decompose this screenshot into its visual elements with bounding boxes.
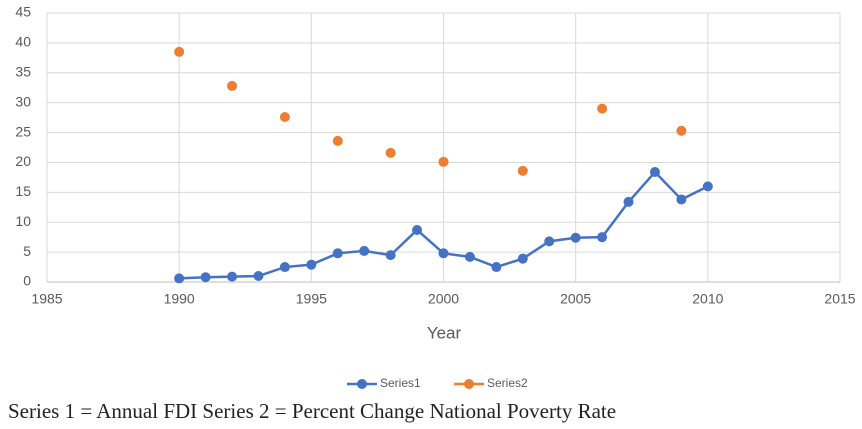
data-point: [359, 245, 370, 256]
data-point: [464, 251, 475, 262]
data-point: [544, 236, 555, 247]
y-tick-label: 10: [15, 213, 31, 229]
x-tick-label: 1995: [296, 291, 327, 307]
y-tick-label: 30: [15, 93, 31, 109]
data-point: [438, 248, 449, 259]
data-point: [649, 167, 660, 178]
data-point: [517, 165, 528, 176]
data-point: [227, 271, 238, 282]
y-tick-label: 0: [23, 273, 31, 289]
x-tick-label: 2005: [560, 291, 591, 307]
y-tick-label: 25: [15, 123, 31, 139]
data-point: [676, 194, 687, 205]
data-point: [332, 248, 343, 259]
x-tick-label: 2000: [428, 291, 459, 307]
y-tick-label: 5: [23, 243, 31, 259]
legend-label: Series1: [380, 376, 421, 390]
y-tick-label: 35: [15, 63, 31, 79]
legend-marker: [464, 379, 474, 389]
data-point: [200, 272, 211, 283]
legend-label: Series2: [487, 376, 528, 390]
y-tick-label: 15: [15, 183, 31, 199]
footnote: Series 1 = Annual FDI Series 2 = Percent…: [8, 399, 616, 423]
data-point: [174, 46, 185, 57]
x-axis-label: Year: [427, 323, 462, 342]
data-point: [702, 181, 713, 192]
data-point: [597, 232, 608, 243]
data-point: [570, 232, 581, 243]
x-tick-label: 2010: [692, 291, 723, 307]
data-point: [385, 147, 396, 158]
data-point: [174, 273, 185, 284]
y-tick-label: 45: [15, 4, 31, 20]
data-point: [412, 224, 423, 235]
data-point: [227, 80, 238, 91]
data-point: [623, 196, 634, 207]
data-point: [306, 259, 317, 270]
data-point: [279, 262, 290, 273]
y-tick-label: 20: [15, 153, 31, 169]
data-point: [438, 156, 449, 167]
x-tick-label: 1990: [164, 291, 195, 307]
data-point: [253, 271, 264, 282]
data-point: [517, 253, 528, 264]
data-point: [676, 125, 687, 136]
data-point: [491, 262, 502, 273]
x-tick-label: 1985: [31, 291, 62, 307]
data-point: [332, 135, 343, 146]
legend-marker: [357, 379, 367, 389]
data-point: [597, 103, 608, 114]
x-tick-label: 2015: [824, 291, 855, 307]
data-point: [385, 250, 396, 261]
y-tick-label: 40: [15, 34, 31, 50]
data-point: [279, 112, 290, 123]
